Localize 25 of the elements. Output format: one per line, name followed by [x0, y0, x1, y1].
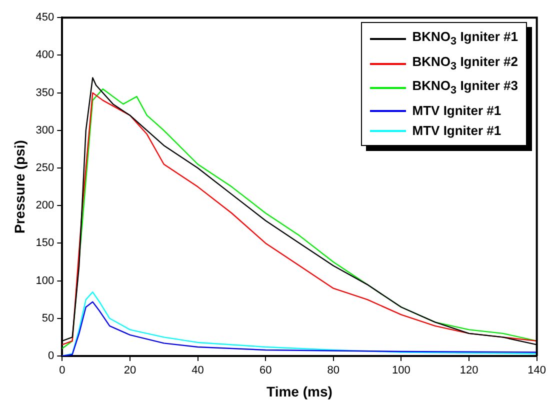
y-tick-label: 350 — [36, 86, 54, 99]
x-tick-label: 80 — [327, 364, 340, 377]
x-tick-label: 120 — [460, 364, 478, 377]
y-axis-title: Pressure (psi) — [11, 140, 28, 234]
y-tick-label: 50 — [42, 312, 54, 324]
y-tick-label: 450 — [36, 12, 54, 24]
y-tick-label: 100 — [36, 274, 54, 287]
legend-label: MTV Igniter #1 — [412, 102, 502, 120]
x-tick-label: 140 — [528, 364, 546, 377]
y-tick-label: 200 — [36, 200, 54, 212]
legend-label: BKNO$_{3}$ Igniter #1 — [412, 28, 518, 50]
x-tick-label: 40 — [192, 364, 204, 377]
y-tick-label: 150 — [36, 237, 54, 250]
x-tick-label: 100 — [392, 364, 410, 377]
legend-label: BKNO$_{3}$ Igniter #2 — [412, 52, 518, 74]
x-tick-label: 20 — [124, 364, 136, 377]
y-tick-label: 0 — [48, 350, 54, 362]
legend-label: MTV Igniter #1 — [412, 122, 502, 140]
y-tick-label: 300 — [36, 124, 54, 136]
x-tick-label: 0 — [59, 364, 66, 377]
legend-label: BKNO$_{3}$ Igniter #3 — [412, 77, 518, 99]
x-axis-title: Time (ms) — [266, 383, 332, 400]
y-tick-label: 250 — [36, 162, 54, 174]
y-tick-label: 400 — [36, 49, 54, 62]
x-tick-label: 60 — [259, 364, 272, 377]
